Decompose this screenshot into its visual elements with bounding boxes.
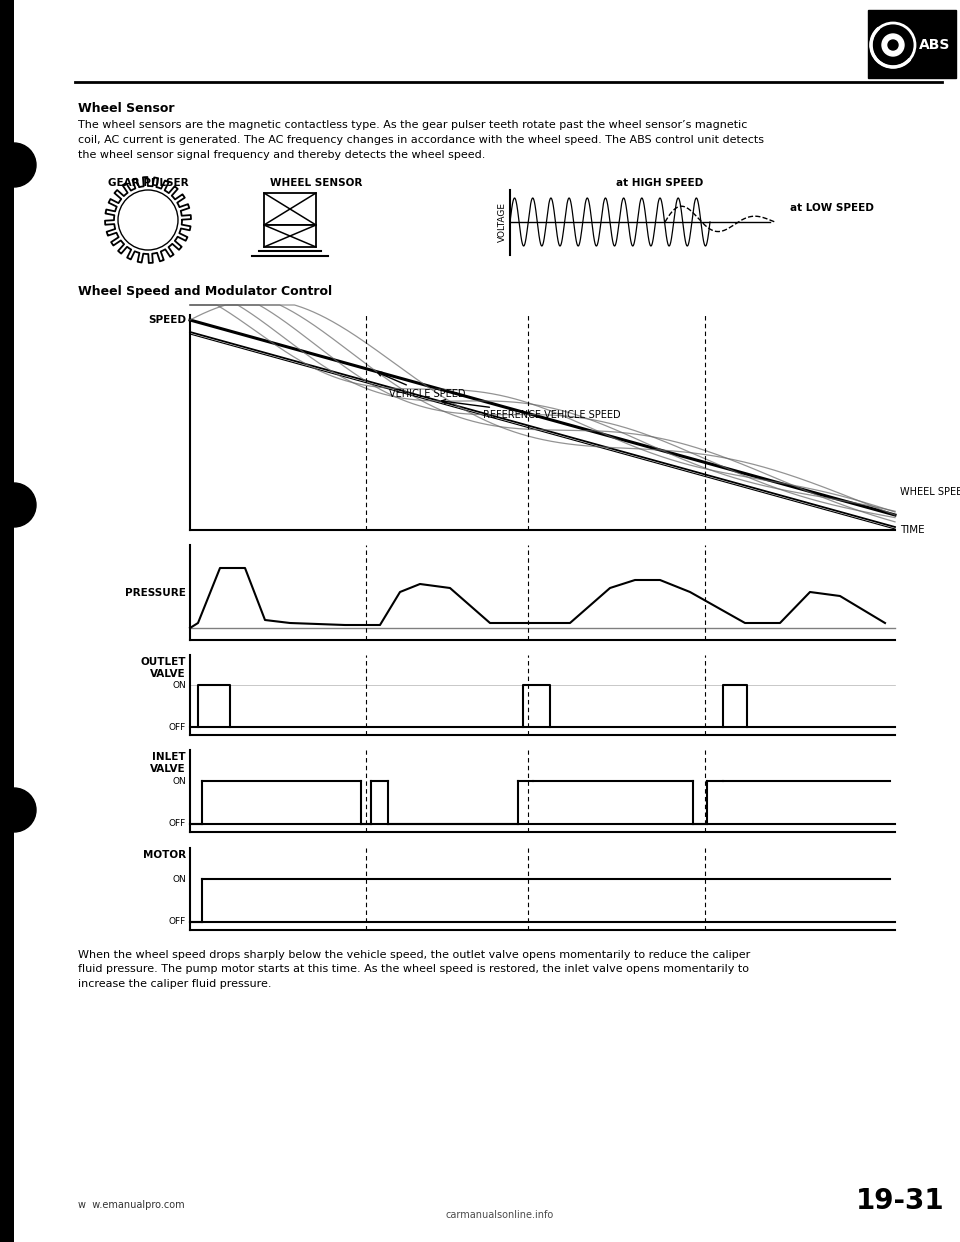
Bar [264, 193, 316, 225]
Text: OUTLET
VALVE: OUTLET VALVE [140, 657, 186, 678]
Circle shape [0, 143, 36, 188]
Text: The wheel sensors are the magnetic contactless type. As the gear pulser teeth ro: The wheel sensors are the magnetic conta… [78, 120, 748, 130]
Text: INLET
VALVE: INLET VALVE [151, 751, 186, 774]
Text: OFF: OFF [169, 820, 186, 828]
Text: at HIGH SPEED: at HIGH SPEED [616, 178, 704, 188]
Text: OFF: OFF [169, 723, 186, 732]
Text: w  w.emanualpro.com: w w.emanualpro.com [78, 1200, 184, 1210]
Text: When the wheel speed drops sharply below the vehicle speed, the outlet valve ope: When the wheel speed drops sharply below… [78, 950, 751, 989]
Bar [868, 10, 956, 78]
Text: VOLTAGE: VOLTAGE [497, 202, 507, 242]
Circle shape [888, 40, 898, 50]
Text: PRESSURE: PRESSURE [125, 587, 186, 597]
Text: GEAR PULSER: GEAR PULSER [108, 178, 188, 188]
Text: coil, AC current is generated. The AC frequency changes in accordance with the w: coil, AC current is generated. The AC fr… [78, 135, 764, 145]
Text: ON: ON [172, 874, 186, 883]
Text: 19-31: 19-31 [855, 1187, 945, 1215]
Text: Wheel Sensor: Wheel Sensor [78, 102, 175, 116]
Text: Wheel Speed and Modulator Control: Wheel Speed and Modulator Control [78, 284, 332, 298]
Circle shape [871, 24, 915, 67]
Circle shape [0, 787, 36, 832]
Circle shape [0, 483, 36, 527]
Text: at LOW SPEED: at LOW SPEED [790, 202, 874, 212]
Text: VEHICLE SPEED: VEHICLE SPEED [377, 373, 466, 399]
Text: ON: ON [172, 681, 186, 689]
Circle shape [882, 34, 904, 56]
Text: WHEEL SENSOR: WHEEL SENSOR [270, 178, 362, 188]
Text: WHEEL SPEED: WHEEL SPEED [900, 487, 960, 497]
Text: ABS: ABS [919, 39, 950, 52]
Text: OFF: OFF [169, 918, 186, 927]
Text: SPEED: SPEED [148, 315, 186, 325]
Text: MOTOR: MOTOR [143, 850, 186, 859]
Text: ON: ON [172, 776, 186, 786]
Text: TIME: TIME [900, 525, 924, 535]
Text: carmanualsonline.info: carmanualsonline.info [445, 1210, 554, 1220]
Bar [0, 0, 14, 1242]
Bar [264, 225, 316, 247]
Text: the wheel sensor signal frequency and thereby detects the wheel speed.: the wheel sensor signal frequency and th… [78, 150, 486, 160]
Text: REFERENCE VEHICLE SPEED: REFERENCE VEHICLE SPEED [442, 400, 620, 420]
